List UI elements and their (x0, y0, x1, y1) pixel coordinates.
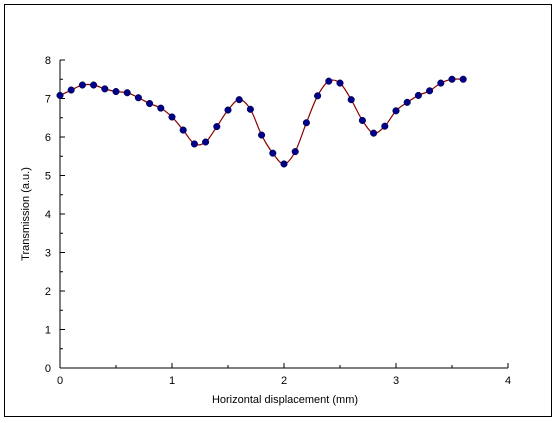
data-point (67, 86, 75, 94)
curve-layer (59, 78, 464, 165)
data-point (202, 138, 210, 146)
data-point (269, 149, 277, 157)
data-point (224, 106, 232, 114)
data-point (302, 119, 310, 127)
data-point (370, 129, 378, 137)
data-point (358, 116, 366, 124)
y-tick-label: 7 (45, 94, 51, 106)
points-layer (56, 75, 467, 168)
x-axis-label: Horizontal displacement (mm) (212, 394, 358, 406)
data-point (314, 92, 322, 100)
y-tick-label: 5 (45, 171, 51, 183)
x-tick-label: 0 (57, 375, 63, 387)
y-tick-label: 4 (45, 209, 51, 221)
data-point (112, 88, 120, 96)
data-point (123, 89, 131, 97)
data-point (280, 160, 288, 168)
data-point (146, 99, 154, 108)
data-point (347, 96, 355, 104)
data-point (426, 87, 434, 95)
data-point (459, 75, 467, 83)
data-point (90, 81, 98, 89)
y-tick-label: 8 (45, 55, 51, 67)
data-point (258, 131, 266, 139)
x-tick-label: 2 (281, 375, 287, 387)
axes (59, 60, 508, 369)
data-point (190, 140, 198, 148)
x-tick-label: 4 (505, 375, 511, 387)
x-tick-label: 1 (169, 375, 175, 387)
x-tick-label: 3 (393, 375, 399, 387)
data-point (56, 91, 64, 99)
series-line (59, 78, 464, 165)
y-tick-label: 6 (45, 132, 51, 144)
y-tick-label: 0 (45, 363, 51, 375)
data-point (235, 96, 243, 104)
y-tick-label: 2 (45, 286, 51, 298)
data-point (381, 122, 389, 130)
data-point (325, 77, 333, 85)
ticks: 0 1 2 3 4 0 1 2 3 4 5 6 7 8 (45, 55, 511, 387)
y-tick-label: 1 (45, 325, 51, 337)
data-point (157, 104, 165, 112)
data-point (168, 113, 176, 121)
data-point (78, 81, 86, 89)
y-axis-label: Transmission (a.u.) (20, 167, 32, 261)
data-point (291, 148, 299, 156)
data-point (213, 123, 221, 131)
data-point (134, 94, 142, 102)
data-point (437, 79, 445, 87)
data-point (101, 85, 109, 93)
data-point (246, 105, 254, 113)
chart-frame (4, 4, 552, 417)
data-point (414, 91, 422, 99)
data-point (179, 126, 187, 134)
data-point (336, 79, 344, 87)
data-point (392, 107, 400, 115)
data-point (403, 98, 411, 106)
data-point (448, 75, 456, 83)
y-tick-label: 3 (45, 248, 51, 260)
